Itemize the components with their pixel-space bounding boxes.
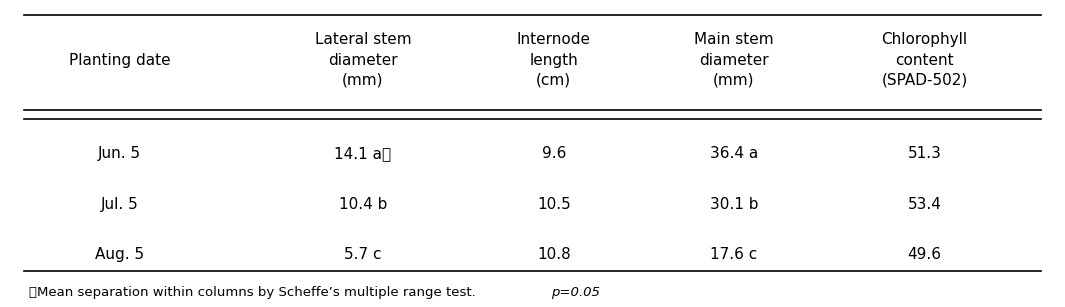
Text: 10.4 b: 10.4 b (339, 197, 388, 212)
Text: Planting date: Planting date (68, 52, 170, 68)
Text: p=0.05: p=0.05 (551, 286, 600, 299)
Text: 30.1 b: 30.1 b (709, 197, 758, 212)
Text: Internode
length
(cm): Internode length (cm) (517, 32, 591, 88)
Text: 9.6: 9.6 (541, 146, 566, 161)
Text: Main stem
diameter
(mm): Main stem diameter (mm) (694, 32, 773, 88)
Text: Aug. 5: Aug. 5 (95, 247, 144, 262)
Text: 17.6 c: 17.6 c (710, 247, 757, 262)
Text: Jul. 5: Jul. 5 (100, 197, 138, 212)
Text: 10.5: 10.5 (537, 197, 571, 212)
Text: Jun. 5: Jun. 5 (98, 146, 141, 161)
Text: 14.1 aᶘ: 14.1 aᶘ (334, 146, 392, 161)
Text: 51.3: 51.3 (907, 146, 941, 161)
Text: ᶘMean separation within columns by Scheffe’s multiple range test.: ᶘMean separation within columns by Schef… (29, 286, 487, 299)
Text: 5.7 c: 5.7 c (344, 247, 381, 262)
Text: 36.4 a: 36.4 a (709, 146, 758, 161)
Text: 49.6: 49.6 (907, 247, 941, 262)
Text: Chlorophyll
content
(SPAD-502): Chlorophyll content (SPAD-502) (882, 32, 968, 88)
Text: 53.4: 53.4 (907, 197, 941, 212)
Text: 10.8: 10.8 (537, 247, 571, 262)
Text: Lateral stem
diameter
(mm): Lateral stem diameter (mm) (314, 32, 411, 88)
